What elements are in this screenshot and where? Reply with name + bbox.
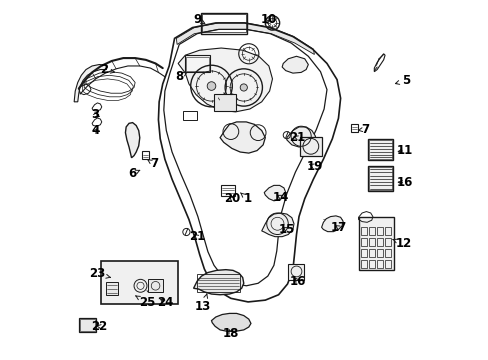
Bar <box>351 124 357 132</box>
Polygon shape <box>176 23 314 54</box>
Bar <box>368 249 374 257</box>
Polygon shape <box>321 216 343 231</box>
Text: 11: 11 <box>396 144 412 157</box>
Text: 20: 20 <box>224 192 240 205</box>
Polygon shape <box>261 213 293 237</box>
Text: 8: 8 <box>175 70 186 83</box>
Bar <box>376 238 382 246</box>
Bar <box>384 249 390 257</box>
Bar <box>368 167 391 190</box>
Bar <box>368 260 374 267</box>
Polygon shape <box>211 314 250 331</box>
Text: 19: 19 <box>305 160 322 173</box>
Polygon shape <box>282 56 308 73</box>
Bar <box>79 318 96 332</box>
Bar <box>358 217 393 270</box>
Polygon shape <box>193 270 244 295</box>
Text: 24: 24 <box>156 296 173 309</box>
Text: 5: 5 <box>395 74 410 87</box>
Bar <box>214 94 236 111</box>
Text: 9: 9 <box>193 13 204 26</box>
Polygon shape <box>286 127 315 147</box>
Circle shape <box>240 84 247 91</box>
Bar <box>201 13 247 34</box>
Text: 14: 14 <box>272 191 289 204</box>
Text: 4: 4 <box>91 124 100 137</box>
Bar <box>300 137 321 156</box>
Text: 7: 7 <box>358 122 369 136</box>
Text: 12: 12 <box>392 237 411 250</box>
Bar <box>376 227 382 235</box>
Text: 6: 6 <box>128 167 140 180</box>
Bar <box>367 139 392 160</box>
Bar <box>185 55 210 72</box>
Bar <box>368 238 374 246</box>
Polygon shape <box>125 123 140 158</box>
Bar <box>287 264 304 280</box>
Bar <box>367 166 392 192</box>
Text: 21: 21 <box>189 230 205 243</box>
Polygon shape <box>264 185 285 201</box>
Text: 16: 16 <box>396 176 412 189</box>
Bar <box>197 274 240 292</box>
Bar <box>183 111 197 120</box>
Bar <box>101 261 178 304</box>
Bar <box>361 260 366 267</box>
Text: 13: 13 <box>195 294 211 313</box>
Text: 18: 18 <box>222 327 239 340</box>
Bar <box>376 260 382 267</box>
Bar <box>80 319 95 331</box>
Text: 2: 2 <box>100 63 114 76</box>
Text: 10: 10 <box>260 13 276 26</box>
Bar <box>106 282 118 296</box>
Bar <box>361 249 366 257</box>
Bar <box>186 57 209 71</box>
Text: 1: 1 <box>240 192 251 205</box>
Text: 23: 23 <box>88 267 110 280</box>
Bar <box>148 279 163 292</box>
Bar <box>384 238 390 246</box>
Polygon shape <box>178 48 272 112</box>
Bar <box>202 14 245 32</box>
Bar <box>384 260 390 267</box>
Bar <box>376 249 382 257</box>
Bar <box>142 151 148 159</box>
Bar <box>368 140 391 159</box>
Bar <box>361 238 366 246</box>
Text: 16: 16 <box>289 275 305 288</box>
Circle shape <box>207 82 215 90</box>
Text: 17: 17 <box>330 221 346 234</box>
Text: 7: 7 <box>147 157 158 170</box>
Text: 22: 22 <box>91 320 107 333</box>
Bar <box>384 227 390 235</box>
Text: 3: 3 <box>91 108 100 121</box>
Bar <box>361 227 366 235</box>
Bar <box>368 227 374 235</box>
Polygon shape <box>220 122 265 153</box>
Polygon shape <box>74 64 106 102</box>
Text: 21: 21 <box>289 131 305 144</box>
Bar <box>221 185 234 196</box>
Text: 15: 15 <box>278 223 294 236</box>
Text: 25: 25 <box>136 296 155 309</box>
